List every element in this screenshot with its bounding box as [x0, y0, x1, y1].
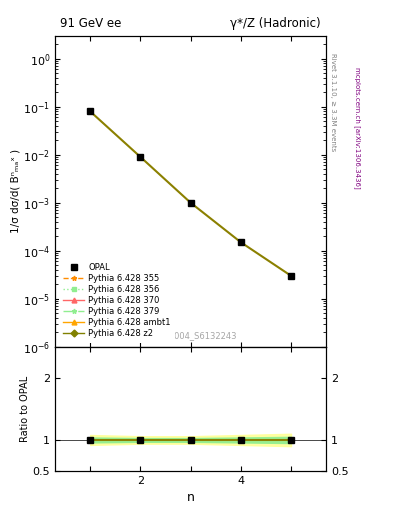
Text: OPAL_2004_S6132243: OPAL_2004_S6132243 — [144, 331, 237, 340]
Y-axis label: Ratio to OPAL: Ratio to OPAL — [20, 376, 30, 442]
Legend: OPAL, Pythia 6.428 355, Pythia 6.428 356, Pythia 6.428 370, Pythia 6.428 379, Py: OPAL, Pythia 6.428 355, Pythia 6.428 356… — [59, 259, 175, 343]
Text: mcplots.cern.ch [arXiv:1306.3436]: mcplots.cern.ch [arXiv:1306.3436] — [354, 67, 360, 189]
Y-axis label: 1/σ dσ/d( Bⁿₘₐˣ ): 1/σ dσ/d( Bⁿₘₐˣ ) — [10, 149, 20, 233]
Text: Rivet 3.1.10, ≥ 3.3M events: Rivet 3.1.10, ≥ 3.3M events — [330, 53, 336, 152]
Text: γ*/Z (Hadronic): γ*/Z (Hadronic) — [230, 16, 321, 30]
Text: 91 GeV ee: 91 GeV ee — [61, 16, 122, 30]
X-axis label: n: n — [187, 492, 195, 504]
